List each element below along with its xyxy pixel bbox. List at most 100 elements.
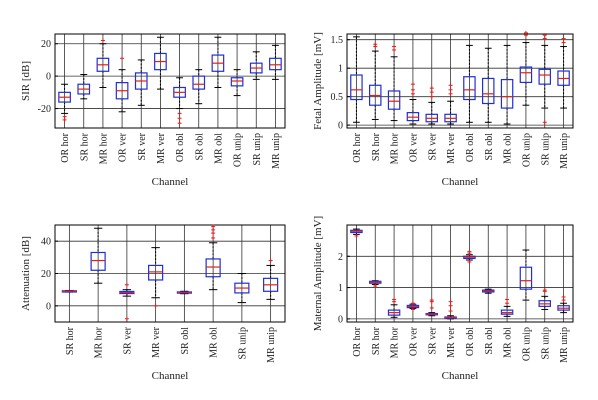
axes-frame xyxy=(54,33,286,129)
x-tick-label: MR unip xyxy=(559,327,570,363)
box-mr-ver xyxy=(148,247,164,308)
x-tick-label: MR hor xyxy=(390,326,401,358)
outlier-marker xyxy=(448,303,453,308)
y-tick-label: 1 xyxy=(338,64,343,75)
outlier-marker xyxy=(429,298,434,303)
box-mr-obl xyxy=(205,224,221,291)
box-mr-hor xyxy=(96,38,110,88)
box-sr-hor xyxy=(369,280,382,289)
outlier-marker xyxy=(392,47,397,52)
outlier-marker xyxy=(467,259,472,264)
outlier-marker xyxy=(124,316,129,321)
box-sr-ver xyxy=(119,282,135,321)
box-mr-unip xyxy=(557,294,570,314)
outlier-marker xyxy=(211,224,216,229)
x-tick-label: SR ver xyxy=(137,132,148,160)
x-tick-label: OR ver xyxy=(408,132,419,162)
plot-area xyxy=(55,34,285,128)
x-axis-label: Channel xyxy=(152,176,189,188)
box-iqr xyxy=(500,78,514,109)
x-tick-label: OR obl xyxy=(465,327,476,356)
outlier-marker xyxy=(410,82,415,87)
box-mr-unip xyxy=(557,36,570,109)
box-mr-obl xyxy=(211,36,225,88)
outlier-marker xyxy=(124,282,129,287)
x-tick-label: SR unip xyxy=(252,133,263,166)
outlier-marker xyxy=(410,91,415,96)
box-sr-obl xyxy=(482,47,495,123)
x-tick-label: SR ver xyxy=(427,132,438,160)
outlier-marker xyxy=(429,94,434,99)
y-tick-label: 1 xyxy=(338,283,343,294)
outlier-marker xyxy=(542,288,547,293)
plot-area xyxy=(347,225,573,322)
box-mr-ver xyxy=(444,83,457,125)
box-iqr xyxy=(192,75,206,90)
box-sr-obl xyxy=(176,290,192,295)
x-tick-label: MR hor xyxy=(94,326,105,358)
y-tick-label: 40 xyxy=(41,237,51,248)
box-or-obl xyxy=(173,77,186,126)
y-tick-label: 1.5 xyxy=(331,35,344,46)
box-iqr xyxy=(387,90,401,110)
y-axis-label: Fetal Amplitude [mV] xyxy=(312,32,324,130)
chart-panel-1: -20 0 20 OR hor SR hor MR hor OR ver SR ver MR v… xyxy=(20,33,286,188)
box-iqr xyxy=(148,264,164,281)
outlier-marker xyxy=(153,303,158,308)
y-tick-label: 2 xyxy=(338,252,343,263)
x-tick-label: SR hor xyxy=(371,326,382,355)
y-tick-label: -20 xyxy=(38,104,51,115)
x-tick-label: OR unip xyxy=(521,133,532,167)
x-tick-label: OR ver xyxy=(118,132,129,162)
x-tick-label: OR hor xyxy=(352,132,363,162)
box-sr-hor xyxy=(77,74,91,100)
box-iqr xyxy=(230,77,244,87)
outlier-marker xyxy=(448,87,453,92)
x-tick-label: SR obl xyxy=(484,133,495,161)
x-tick-label: OR obl xyxy=(175,133,186,162)
box-sr-ver xyxy=(134,59,148,106)
box-or-unip xyxy=(519,249,533,301)
x-tick-label: SR hor xyxy=(65,326,76,355)
x-tick-label: MR unip xyxy=(559,133,570,169)
outlier-marker xyxy=(505,301,510,306)
x-tick-label: MR ver xyxy=(156,132,167,164)
box-sr-hor xyxy=(61,289,77,293)
x-tick-label: MR obl xyxy=(213,133,224,164)
box-mr-ver xyxy=(444,299,457,320)
outlier-marker xyxy=(354,233,359,238)
box-sr-ver xyxy=(425,298,439,317)
box-iqr xyxy=(269,57,282,71)
outlier-marker xyxy=(177,111,182,116)
y-tick-label: 0 xyxy=(338,314,343,325)
outlier-marker xyxy=(429,86,434,91)
x-tick-label: OR unip xyxy=(521,327,532,361)
box-sr-hor xyxy=(369,42,382,120)
x-tick-label: SR ver xyxy=(122,326,133,354)
box-mr-obl xyxy=(500,297,514,317)
x-tick-label: MR obl xyxy=(503,133,514,164)
x-tick-label: MR hor xyxy=(98,132,109,164)
chart-panel-2: 0 0.5 1 1.5 OR hor SR hor MR hor OR ver SR ver MR… xyxy=(312,30,574,188)
box-sr-unip xyxy=(234,273,250,304)
x-tick-label: SR hor xyxy=(79,132,90,161)
box-or-ver xyxy=(406,82,420,125)
outlier-marker xyxy=(177,121,182,126)
y-tick-label: 0 xyxy=(46,72,51,83)
axes-frame xyxy=(346,224,574,323)
box-iqr xyxy=(538,68,551,85)
box-or-hor xyxy=(350,228,363,238)
outlier-marker xyxy=(542,120,547,125)
outlier-marker xyxy=(429,305,434,310)
y-axis-label: Maternal Amplitude [mV] xyxy=(312,216,324,331)
outlier-marker xyxy=(561,294,566,299)
y-tick-label: 0 xyxy=(338,121,343,132)
x-tick-label: OR unip xyxy=(233,133,244,167)
box-sr-unip xyxy=(249,51,263,80)
axes-frame xyxy=(54,224,286,323)
box-mr-obl xyxy=(500,44,514,125)
x-tick-label: SR obl xyxy=(484,327,495,355)
outlier-marker xyxy=(561,36,566,41)
outlier-marker xyxy=(448,299,453,304)
